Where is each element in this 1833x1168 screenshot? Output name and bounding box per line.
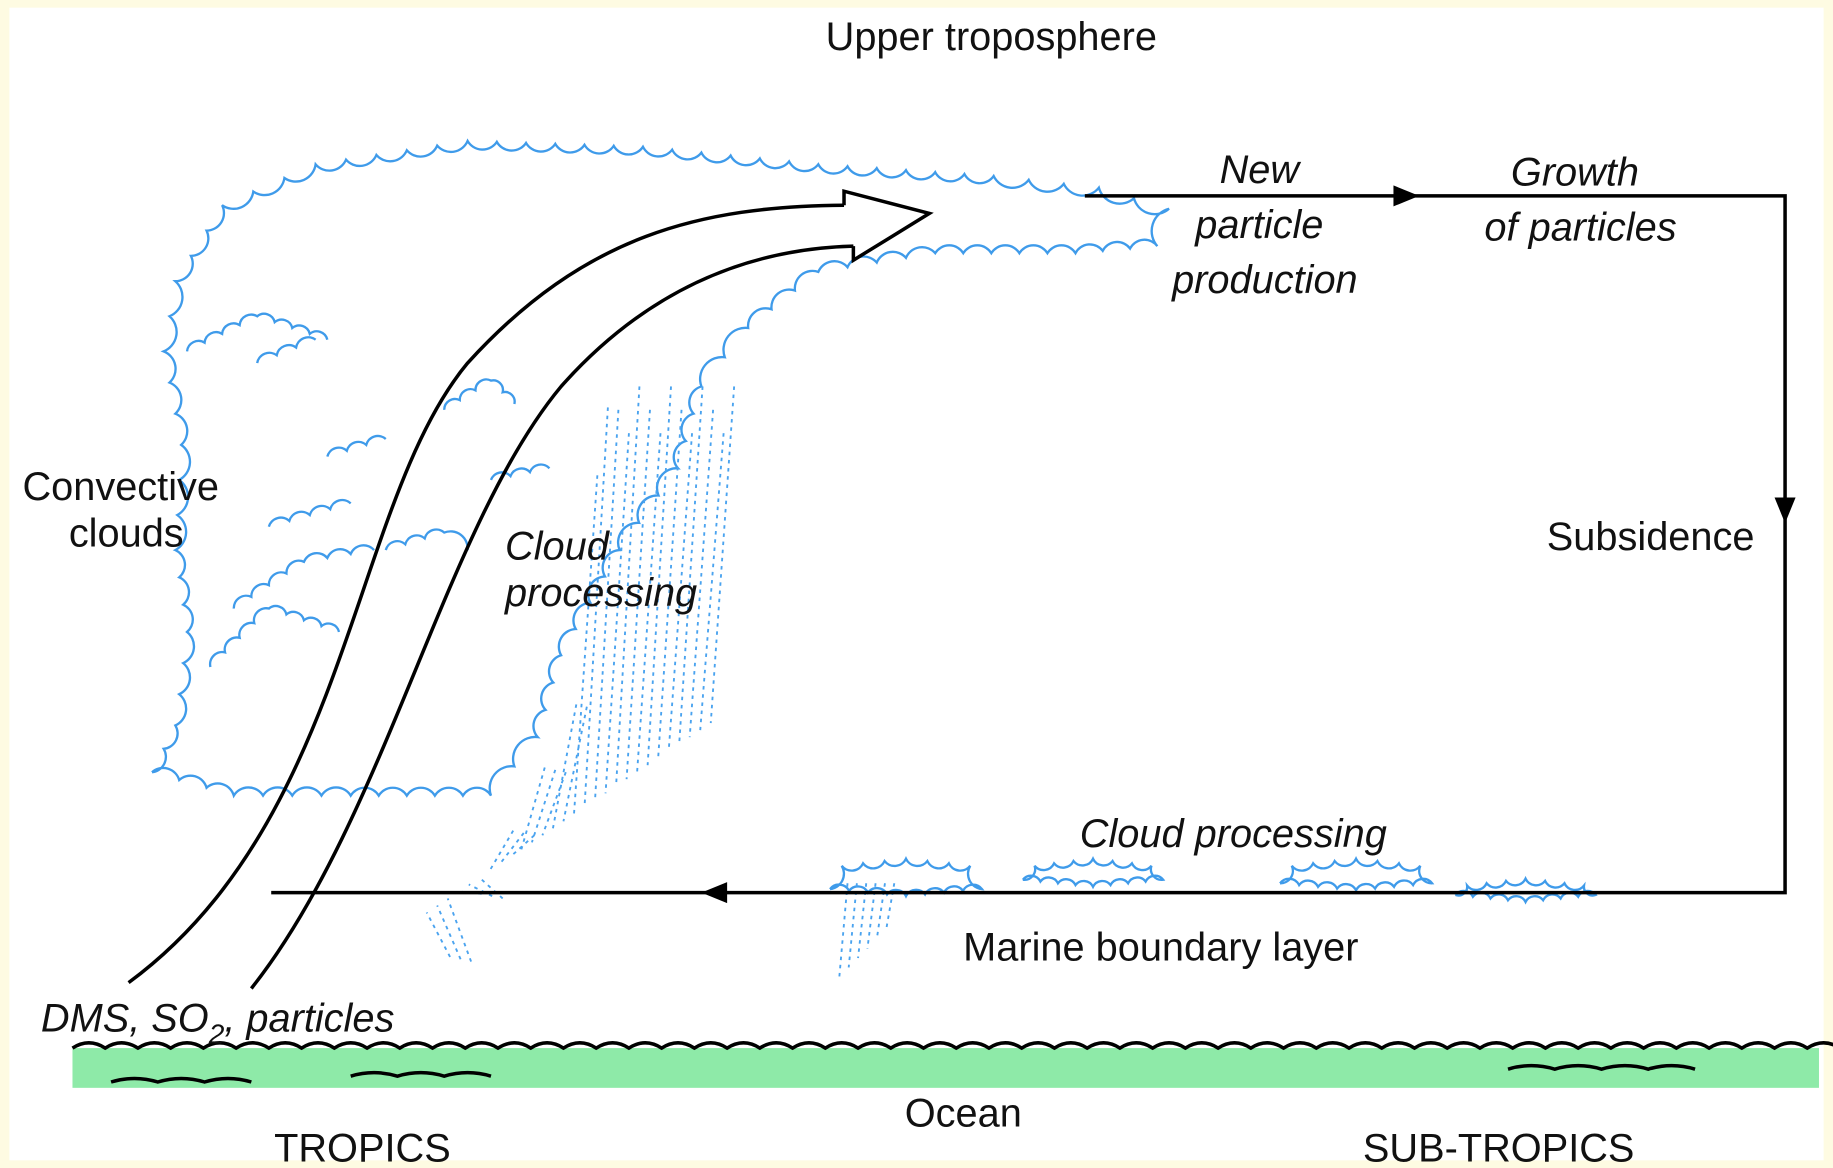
label-subsidence: Subsidence	[1547, 515, 1755, 559]
label-upper-troposphere: Upper troposphere	[826, 15, 1157, 59]
label-ocean: Ocean	[905, 1091, 1022, 1135]
label-cloud-processing-lower: Cloud processing	[1080, 812, 1387, 856]
label-tropics: TROPICS	[274, 1126, 451, 1168]
diagram: Upper troposphere New particle productio…	[0, 0, 1833, 1168]
label-subtropics: SUB-TROPICS	[1363, 1126, 1635, 1168]
label-marine-boundary: Marine boundary layer	[963, 925, 1358, 969]
